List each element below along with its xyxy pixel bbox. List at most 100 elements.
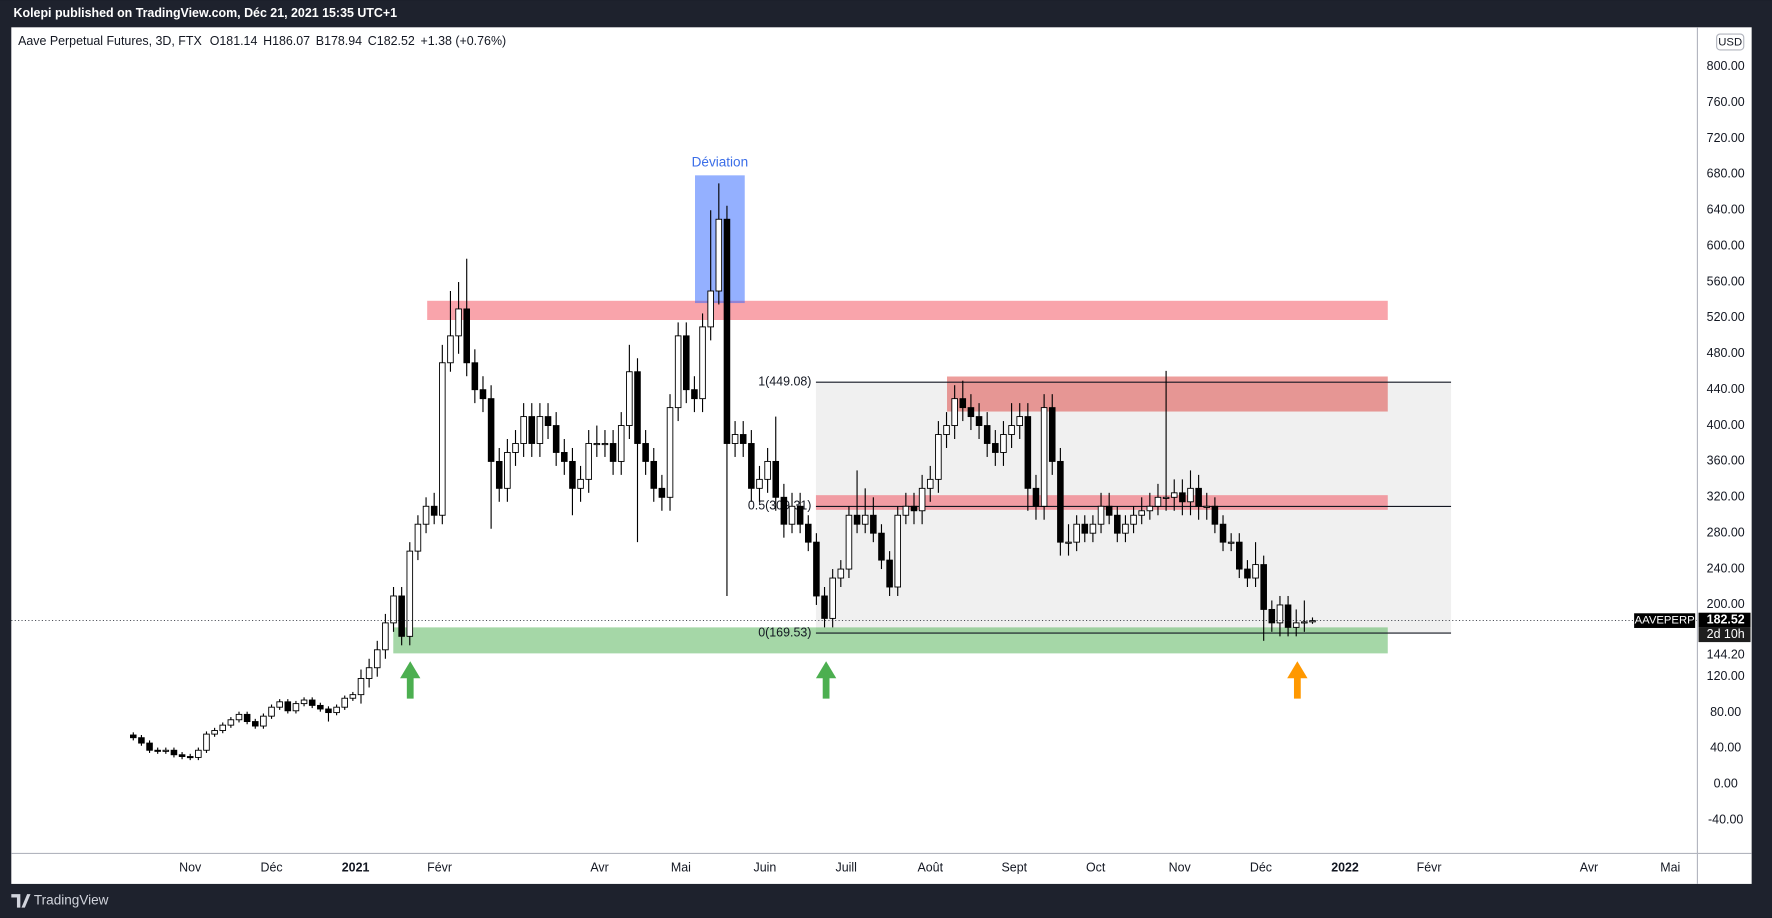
candle-body bbox=[536, 416, 544, 444]
x-tick-label: Oct bbox=[1086, 860, 1106, 874]
y-tick-label: 280.00 bbox=[1707, 525, 1745, 539]
candle-body bbox=[235, 713, 243, 721]
candle-body bbox=[1065, 541, 1072, 544]
x-tick-label: 2021 bbox=[342, 860, 370, 874]
candle-body bbox=[561, 452, 568, 462]
candle-body bbox=[1187, 487, 1194, 503]
candle-body bbox=[268, 706, 275, 717]
candle-body bbox=[715, 218, 723, 292]
candle-body bbox=[1276, 604, 1284, 624]
candle-body bbox=[300, 699, 308, 705]
candle-body bbox=[1138, 510, 1145, 516]
y-tick-label: 640.00 bbox=[1707, 203, 1745, 217]
candle-body bbox=[1048, 407, 1056, 462]
candle-body bbox=[959, 398, 967, 409]
candle-body bbox=[1211, 505, 1219, 525]
candle-body bbox=[853, 514, 861, 525]
candle-body bbox=[910, 505, 918, 512]
publisher: Kolepi published on TradingView.com, Déc… bbox=[14, 6, 398, 20]
candle-body bbox=[674, 335, 682, 409]
candle-body bbox=[1170, 492, 1178, 498]
candle-body bbox=[471, 362, 479, 391]
candle-body bbox=[658, 487, 666, 498]
candle-body bbox=[617, 425, 625, 462]
candle-body bbox=[829, 577, 836, 619]
candle-body bbox=[1179, 492, 1186, 503]
candle-body bbox=[975, 416, 983, 427]
x-tick-label: Mai bbox=[671, 860, 691, 874]
ohlc-value: 182.52 bbox=[377, 34, 415, 48]
candle-body bbox=[861, 514, 869, 525]
candle-body bbox=[439, 362, 446, 516]
candle-body bbox=[479, 389, 487, 400]
candle-body bbox=[1000, 434, 1007, 453]
y-tick-label: 144.20 bbox=[1707, 647, 1745, 661]
candle-body bbox=[772, 460, 780, 498]
logo bbox=[11, 894, 31, 908]
candle-body bbox=[528, 416, 536, 444]
candle-body bbox=[1268, 608, 1276, 624]
ohlc-key: O bbox=[210, 34, 220, 48]
footer: TradingView bbox=[11, 892, 109, 908]
candle-body bbox=[642, 443, 649, 462]
candle-body bbox=[585, 443, 592, 480]
y-tick-label: 80.00 bbox=[1710, 705, 1741, 719]
ohlc-value: 186.07 bbox=[272, 34, 310, 48]
candle-body bbox=[243, 713, 251, 723]
candle-body bbox=[756, 478, 763, 489]
candle-body bbox=[918, 487, 926, 512]
resistance-zone bbox=[427, 300, 1388, 320]
candle-body bbox=[219, 724, 227, 731]
price-tag bbox=[1698, 612, 1751, 628]
x-tick-label: Nov bbox=[179, 860, 202, 874]
candle-body bbox=[349, 694, 357, 699]
x-tick-label: Avr bbox=[1580, 860, 1598, 874]
y-tick-label: 360.00 bbox=[1707, 454, 1745, 468]
candle-body bbox=[447, 335, 454, 364]
candle-body bbox=[593, 443, 601, 446]
countdown-tag bbox=[1698, 627, 1751, 643]
ohlc-key: C bbox=[368, 34, 377, 48]
x-tick-label: Févr bbox=[1417, 860, 1442, 874]
candle-body bbox=[1227, 541, 1235, 544]
x-tick-label: Août bbox=[917, 860, 943, 874]
last-price: 182.52 bbox=[1707, 612, 1745, 626]
candle-body bbox=[1252, 564, 1259, 579]
arrow bbox=[1287, 661, 1308, 699]
candle-body bbox=[463, 308, 470, 364]
support-zone bbox=[393, 627, 1388, 654]
x-tick-label: 2022 bbox=[1331, 860, 1359, 874]
candle-body bbox=[154, 749, 161, 752]
candle-body bbox=[1057, 460, 1064, 543]
candle-body bbox=[357, 678, 365, 696]
candle-body bbox=[1292, 622, 1300, 628]
candles bbox=[11, 183, 1698, 761]
candle-body bbox=[390, 595, 397, 624]
candle-body bbox=[878, 532, 885, 561]
candle-body bbox=[951, 398, 958, 427]
fib-label: 0.5(309.31) bbox=[748, 499, 812, 513]
candle-body bbox=[292, 703, 300, 712]
ticker-tag bbox=[1634, 613, 1696, 628]
x-tick-label: Juin bbox=[754, 860, 777, 874]
x-tick-label: Sept bbox=[1002, 860, 1028, 874]
y-tick-label: 480.00 bbox=[1707, 346, 1745, 360]
candle-body bbox=[341, 697, 349, 708]
y-tick-label: 200.00 bbox=[1707, 597, 1745, 611]
candle-body bbox=[260, 715, 267, 727]
candle-body bbox=[455, 308, 462, 337]
candle-body bbox=[544, 416, 552, 427]
candle-body bbox=[1105, 505, 1113, 516]
y-tick-label: 400.00 bbox=[1707, 418, 1745, 432]
candle-body bbox=[1154, 496, 1162, 507]
candle-body bbox=[723, 218, 731, 444]
candle-body bbox=[943, 425, 950, 435]
y-tick-label: 440.00 bbox=[1707, 382, 1745, 396]
x-tick-label: Déc bbox=[260, 860, 282, 874]
candle-body bbox=[837, 568, 845, 579]
candle-body bbox=[699, 326, 706, 400]
candle-body bbox=[1130, 514, 1137, 525]
candle-body bbox=[130, 734, 137, 739]
candle-body bbox=[251, 721, 259, 727]
